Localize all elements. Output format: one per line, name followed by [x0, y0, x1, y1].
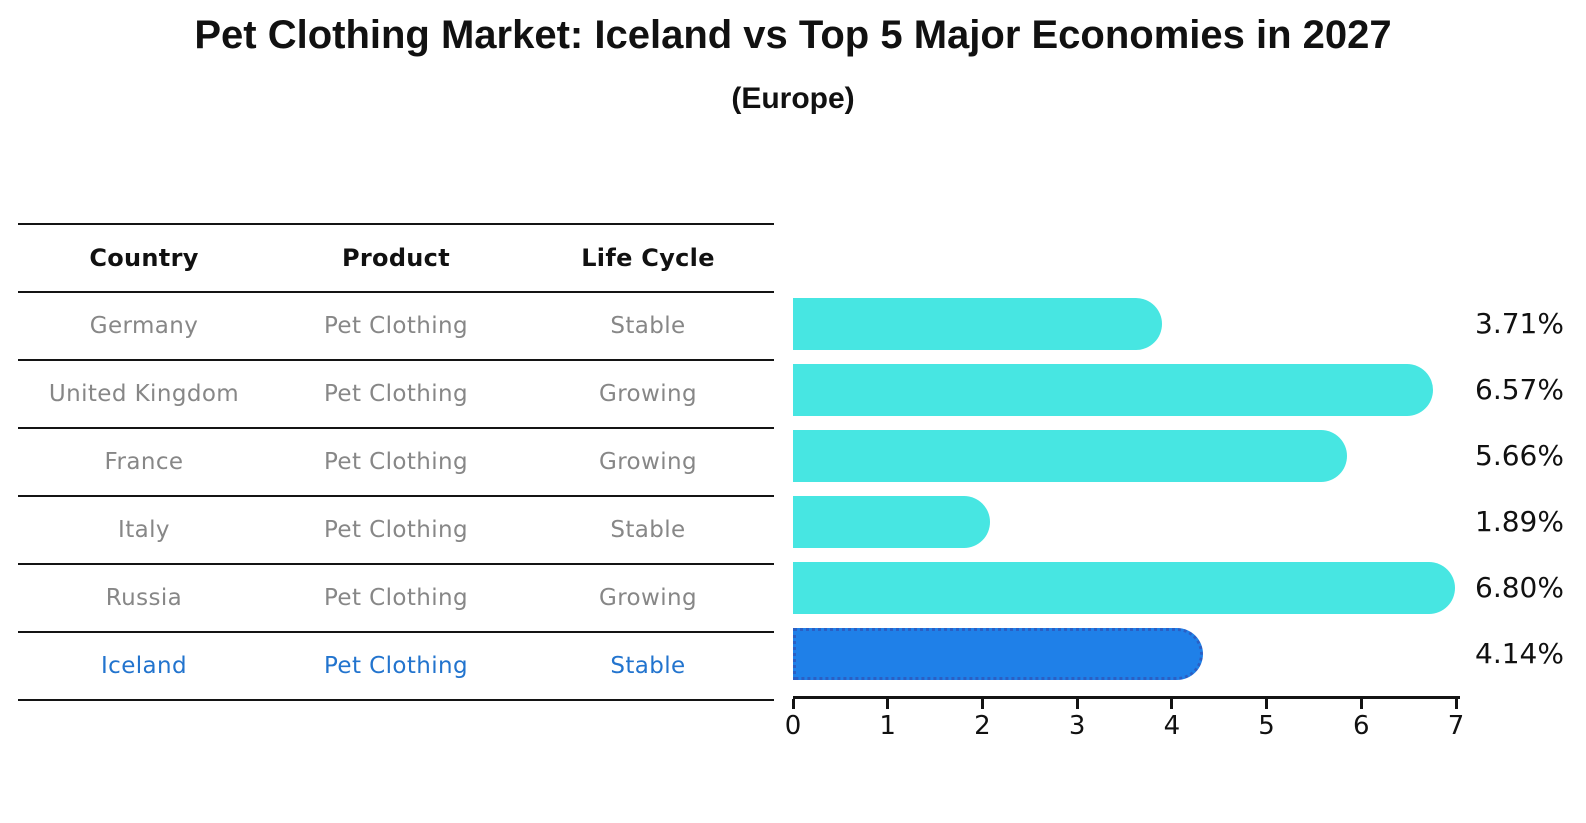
x-tick-mark-6 [1359, 699, 1363, 709]
bar-value-label-russia: 6.80% [1475, 571, 1564, 604]
bar-value-label-iceland: 4.14% [1475, 637, 1564, 670]
bar-russia [793, 562, 1456, 614]
market-table-head: Country Product Life Cycle [18, 224, 774, 292]
table-row-france: France Pet Clothing Growing [18, 428, 774, 496]
x-tick-label-2: 2 [974, 711, 991, 741]
x-tick-label-5: 5 [1258, 711, 1275, 741]
x-tick-label-1: 1 [879, 711, 896, 741]
cell-life-cycle: Growing [598, 381, 698, 407]
bar-value-label-italy: 1.89% [1475, 505, 1564, 538]
bar-italy [793, 496, 990, 548]
cell-life-cycle: Growing [598, 585, 698, 611]
page-title: Pet Clothing Market: Iceland vs Top 5 Ma… [194, 13, 1392, 57]
x-axis-line [793, 696, 1460, 699]
cell-country: Iceland [100, 653, 188, 679]
x-tick-label-7: 7 [1447, 711, 1465, 741]
cell-life-cycle: Stable [610, 653, 686, 679]
table-row-united-kingdom: United Kingdom Pet Clothing Growing [18, 360, 774, 428]
x-tick-label-0: 0 [784, 711, 802, 741]
cell-life-cycle: Growing [598, 449, 698, 475]
cell-country: Germany [89, 313, 199, 339]
bar-france [793, 430, 1348, 482]
bar-united-kingdom [793, 364, 1434, 416]
x-tick-mark-4 [1170, 699, 1174, 709]
table-row-italy: Italy Pet Clothing Stable [18, 496, 774, 564]
x-tick-label-6: 6 [1353, 711, 1370, 741]
bar-value-label-united-kingdom: 6.57% [1475, 373, 1564, 406]
table-row-iceland: Iceland Pet Clothing Stable [18, 632, 774, 700]
bar-germany [793, 298, 1163, 350]
x-tick-label-4: 4 [1163, 711, 1181, 741]
cell-country: United Kingdom [48, 381, 240, 407]
x-tick-mark-2 [980, 699, 984, 709]
bar-value-label-france: 5.66% [1475, 439, 1564, 472]
x-tick-mark-3 [1075, 699, 1079, 709]
column-header-life-cycle: Life Cycle [581, 244, 715, 272]
market-table-body: Germany Pet Clothing Stable United Kingdom P… [18, 292, 774, 700]
column-header-country: Country [89, 244, 199, 272]
x-tick-mark-7 [1454, 699, 1458, 709]
cell-product: Pet Clothing [323, 449, 468, 475]
cell-product: Pet Clothing [323, 381, 468, 407]
cell-life-cycle: Stable [610, 313, 686, 339]
page-subtitle: (Europe) [731, 82, 855, 115]
market-table: Country Product Life Cycle Germany Pet Clot… [18, 223, 774, 701]
cell-life-cycle: Stable [610, 517, 686, 543]
cell-country: Russia [105, 585, 183, 611]
column-header-product: Product [342, 244, 450, 272]
bar-iceland [793, 628, 1204, 680]
cell-country: Italy [118, 517, 170, 543]
cell-product: Pet Clothing [323, 517, 468, 543]
cell-product: Pet Clothing [323, 585, 468, 611]
x-tick-mark-0 [791, 699, 795, 709]
cell-product: Pet Clothing [323, 653, 468, 679]
cell-country: France [104, 449, 184, 475]
x-tick-mark-5 [1265, 699, 1269, 709]
x-tick-mark-1 [886, 699, 890, 709]
table-row-germany: Germany Pet Clothing Stable [18, 292, 774, 360]
table-row-russia: Russia Pet Clothing Growing [18, 564, 774, 632]
cell-product: Pet Clothing [323, 313, 468, 339]
x-tick-label-3: 3 [1068, 711, 1086, 741]
bar-value-label-germany: 3.71% [1475, 307, 1564, 340]
table-header-row: Country Product Life Cycle [18, 224, 774, 292]
